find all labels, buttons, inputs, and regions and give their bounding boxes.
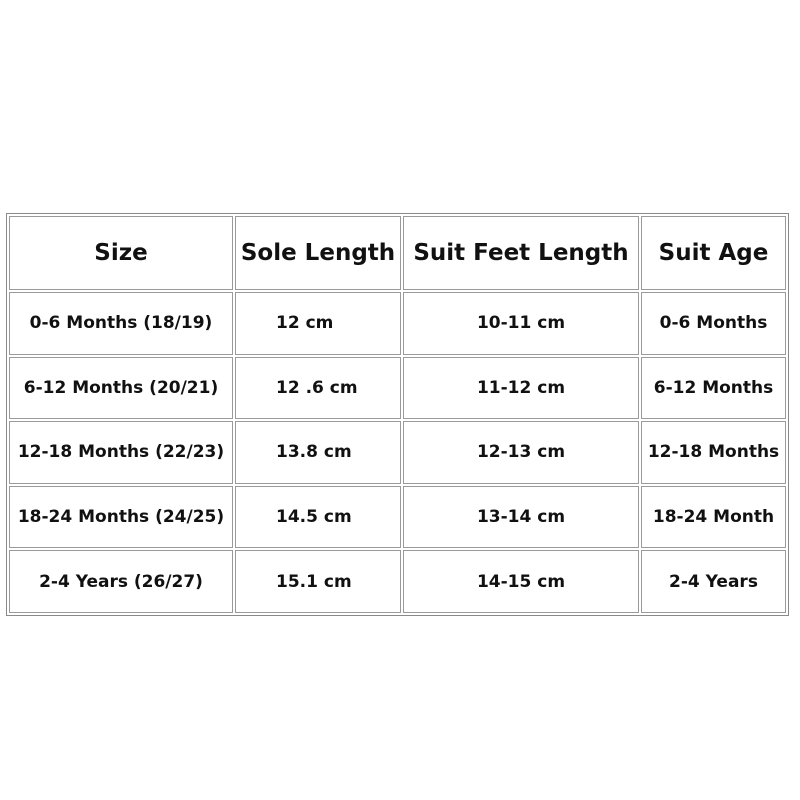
size-chart-table: Size Sole Length Suit Feet Length Suit A… bbox=[6, 213, 789, 616]
header-sole-length: Sole Length bbox=[235, 216, 401, 290]
cell-age: 2-4 Years bbox=[641, 550, 786, 613]
cell-size: 6-12 Months (20/21) bbox=[9, 356, 233, 420]
cell-feet-length: 12-13 cm bbox=[403, 421, 639, 484]
cell-size: 0-6 Months (18/19) bbox=[9, 292, 233, 355]
cell-feet-length: 10-11 cm bbox=[403, 292, 639, 355]
table-row: 18-24 Months (24/25) 14.5 cm 13-14 cm 18… bbox=[9, 485, 786, 549]
cell-age: 18-24 Month bbox=[641, 485, 786, 549]
cell-size: 2-4 Years (26/27) bbox=[9, 550, 233, 613]
cell-age: 0-6 Months bbox=[641, 292, 786, 355]
cell-feet-length: 14-15 cm bbox=[403, 550, 639, 613]
cell-sole-length: 13.8 cm bbox=[235, 421, 401, 484]
table-row: 0-6 Months (18/19) 12 cm 10-11 cm 0-6 Mo… bbox=[9, 292, 786, 355]
cell-sole-length: 12 cm bbox=[235, 292, 401, 355]
cell-size: 12-18 Months (22/23) bbox=[9, 421, 233, 484]
cell-size: 18-24 Months (24/25) bbox=[9, 485, 233, 549]
table-row: 6-12 Months (20/21) 12 .6 cm 11-12 cm 6-… bbox=[9, 356, 786, 420]
table-row: 12-18 Months (22/23) 13.8 cm 12-13 cm 12… bbox=[9, 421, 786, 484]
cell-sole-length: 14.5 cm bbox=[235, 485, 401, 549]
header-suit-age: Suit Age bbox=[641, 216, 786, 290]
cell-age: 12-18 Months bbox=[641, 421, 786, 484]
header-row: Size Sole Length Suit Feet Length Suit A… bbox=[9, 216, 786, 290]
cell-sole-length: 15.1 cm bbox=[235, 550, 401, 613]
cell-sole-length: 12 .6 cm bbox=[235, 356, 401, 420]
cell-feet-length: 11-12 cm bbox=[403, 356, 639, 420]
cell-feet-length: 13-14 cm bbox=[403, 485, 639, 549]
header-suit-feet-length: Suit Feet Length bbox=[403, 216, 639, 290]
header-size: Size bbox=[9, 216, 233, 290]
table-row: 2-4 Years (26/27) 15.1 cm 14-15 cm 2-4 Y… bbox=[9, 550, 786, 613]
cell-age: 6-12 Months bbox=[641, 356, 786, 420]
